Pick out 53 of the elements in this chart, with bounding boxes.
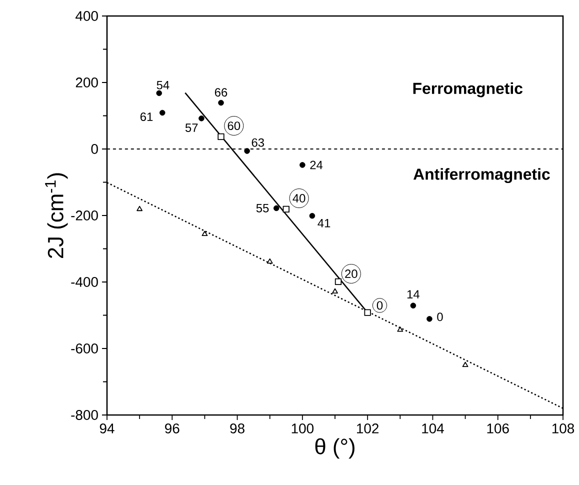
point <box>300 162 306 168</box>
annotation: 41 <box>318 219 330 228</box>
annotation: Ferromagnetic <box>413 82 523 98</box>
point <box>462 362 468 368</box>
x-tick-label: 100 <box>292 424 314 434</box>
y-tick-label: -800 <box>71 410 98 420</box>
annotation: 40 <box>292 194 306 202</box>
annotation: 61 <box>140 112 153 121</box>
x-tick-label: 104 <box>422 424 444 434</box>
x-tick-label: 102 <box>357 424 379 434</box>
annotation: 63 <box>252 138 264 147</box>
point <box>332 288 338 294</box>
point <box>334 278 342 286</box>
annotation: 66 <box>214 88 228 97</box>
point <box>202 230 208 236</box>
y-axis-title: 2J (cm$^{-1}$) <box>45 173 68 258</box>
annotation: 20 <box>345 270 358 278</box>
point <box>273 205 280 212</box>
point <box>282 206 290 213</box>
point <box>410 302 416 308</box>
x-tick-label: 98 <box>230 424 244 434</box>
point <box>266 258 273 264</box>
y-tick-label: -600 <box>71 344 98 354</box>
y-tick-label: -400 <box>71 277 98 287</box>
annotation: 0 <box>437 312 443 322</box>
annotation: 24 <box>310 160 323 170</box>
point <box>136 206 143 212</box>
x-axis-title: θ (°) <box>315 438 354 459</box>
annotation: 60 <box>228 122 240 130</box>
annotation: 14 <box>407 290 420 298</box>
annotation: 55 <box>256 204 269 212</box>
x-tick-label: 108 <box>552 424 574 434</box>
point <box>397 326 404 332</box>
annotation: Antiferromagnetic <box>413 168 550 184</box>
x-tick-label: 96 <box>165 424 180 434</box>
point <box>159 110 166 116</box>
annotation: 54 <box>156 80 170 90</box>
point <box>426 316 432 322</box>
y-tick-label: 0 <box>91 144 98 154</box>
point <box>309 212 316 219</box>
point <box>218 100 224 106</box>
point <box>364 309 371 316</box>
point <box>156 90 162 96</box>
y-tick-label: 200 <box>76 78 98 88</box>
x-tick-label: 94 <box>100 424 114 434</box>
point <box>244 148 250 154</box>
point <box>198 116 204 122</box>
y-tick-label: -200 <box>71 210 98 220</box>
y-tick-label: 400 <box>76 11 98 21</box>
point <box>218 133 224 140</box>
annotation: 0 <box>376 301 383 310</box>
x-tick-label: 106 <box>487 424 509 434</box>
annotation: 57 <box>185 124 198 132</box>
